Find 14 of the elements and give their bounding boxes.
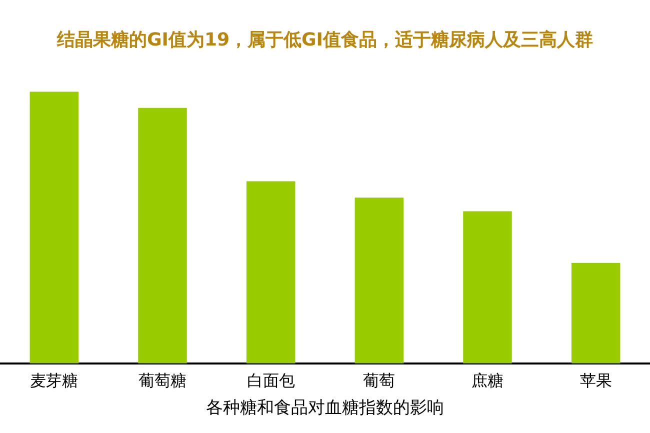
bar xyxy=(354,198,404,364)
bar xyxy=(571,262,620,364)
x-tick-label: 庶糖 xyxy=(472,371,504,390)
bar xyxy=(138,108,187,364)
bar xyxy=(30,92,79,364)
x-tick-label: 葡萄糖 xyxy=(138,371,186,390)
x-tick-label: 麦芽糖 xyxy=(30,371,78,390)
x-tick-label: 葡萄 xyxy=(363,371,396,390)
x-tick-label: 白面包 xyxy=(246,371,295,390)
chart-title: 结晶果糖的GI值为19，属于低GI值食品，适于糖尿病人及三高人群 xyxy=(56,29,593,50)
bar xyxy=(246,181,296,364)
x-tick-label: 苹果 xyxy=(580,371,612,390)
x-axis-title: 各种糖和食品对血糖指数的影响 xyxy=(206,398,444,418)
bar xyxy=(463,211,512,364)
